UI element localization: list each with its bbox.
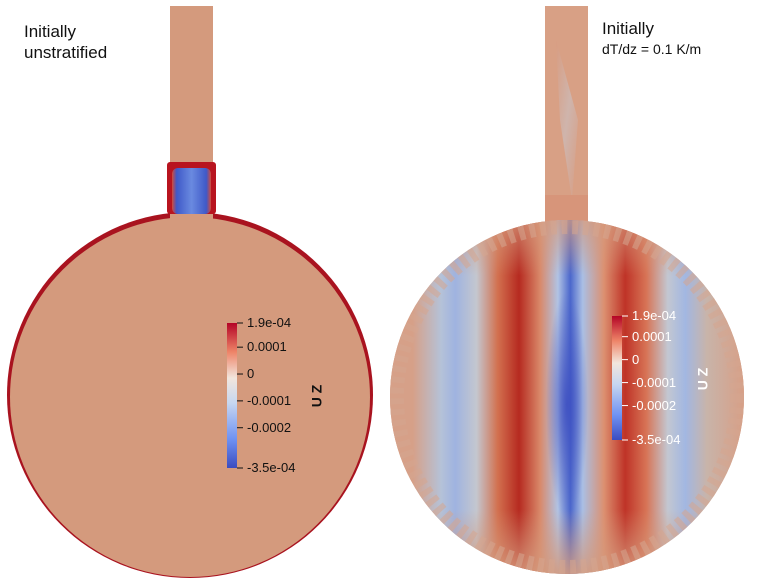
right-panel <box>390 6 744 574</box>
right-tick-label: 1.9e-04 <box>632 308 677 323</box>
right-colorbar-ticks <box>622 315 628 441</box>
right-label-line2: dT/dz = 0.1 K/m <box>602 41 702 57</box>
left-tick-label: 0.0001 <box>247 339 287 355</box>
left-tick-label: 1.9e-04 <box>247 315 292 330</box>
left-tick-label: 0 <box>247 366 255 382</box>
left-bulb <box>10 217 370 577</box>
right-colorbar-title: U Z <box>694 367 711 391</box>
left-neck-blue-plume <box>172 168 211 214</box>
right-label-line1: Initially <box>602 19 654 38</box>
left-label-line2: unstratified <box>24 43 108 62</box>
right-colorbar <box>612 316 622 440</box>
right-tick-label: -0.0001 <box>632 374 677 390</box>
left-panel <box>7 6 373 578</box>
right-panel-label: Initially dT/dz = 0.1 K/m <box>602 18 701 60</box>
left-tick-label: -0.0002 <box>247 419 292 435</box>
right-tick-label: 0.0001 <box>632 328 672 344</box>
left-panel-label: Initially unstratified <box>24 21 107 63</box>
right-neck-joint <box>545 195 588 225</box>
right-vertical-fade <box>390 220 744 574</box>
right-bulb-edge-ring <box>390 220 744 574</box>
right-neck-stripe <box>556 40 578 200</box>
left-tick-label: -3.5e-04 <box>247 460 296 475</box>
right-tick-label: -0.0002 <box>632 397 677 413</box>
right-tick-label: -3.5e-04 <box>632 432 681 447</box>
left-colorbar-title: U Z <box>308 384 325 408</box>
left-label-line1: Initially <box>24 22 76 41</box>
left-tick-label: -0.0001 <box>247 392 292 408</box>
left-colorbar <box>227 323 237 468</box>
right-tick-label: 0 <box>632 351 640 367</box>
left-colorbar-ticks <box>237 322 243 469</box>
